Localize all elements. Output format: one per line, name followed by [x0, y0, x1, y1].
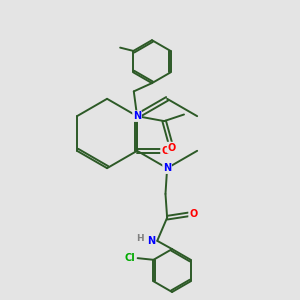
Text: N: N	[163, 163, 171, 173]
Text: H: H	[136, 234, 144, 243]
Text: O: O	[161, 146, 169, 156]
Text: N: N	[133, 111, 141, 121]
Text: N: N	[147, 236, 155, 246]
Text: O: O	[168, 142, 176, 152]
Text: Cl: Cl	[124, 253, 135, 263]
Text: O: O	[189, 209, 197, 219]
